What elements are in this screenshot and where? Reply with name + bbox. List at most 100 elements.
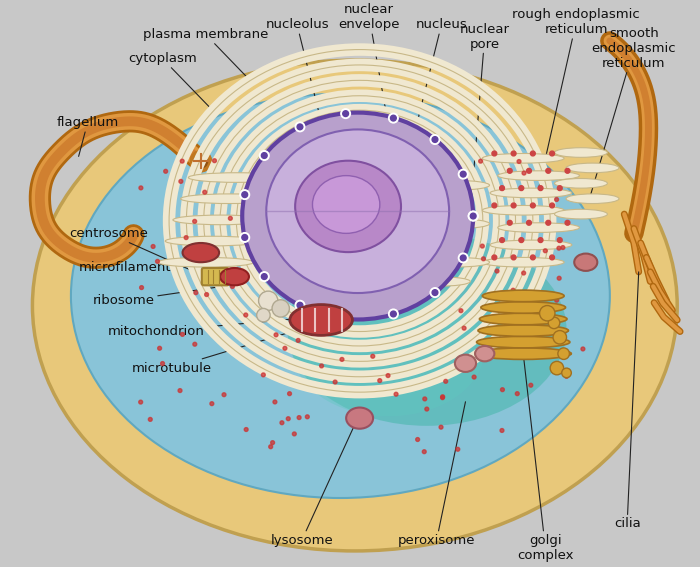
Ellipse shape <box>173 215 270 225</box>
Circle shape <box>468 211 478 221</box>
Circle shape <box>557 246 561 250</box>
Ellipse shape <box>482 154 564 163</box>
Circle shape <box>508 221 512 225</box>
Circle shape <box>546 168 551 173</box>
Circle shape <box>178 388 182 392</box>
Ellipse shape <box>574 253 597 271</box>
Circle shape <box>240 190 250 200</box>
Circle shape <box>424 288 428 292</box>
Text: flagellum: flagellum <box>57 116 119 156</box>
Ellipse shape <box>480 313 567 325</box>
Circle shape <box>248 214 252 218</box>
Circle shape <box>511 203 516 208</box>
Circle shape <box>531 151 536 156</box>
Ellipse shape <box>490 240 572 249</box>
Text: plasma membrane: plasma membrane <box>143 28 268 84</box>
Circle shape <box>565 221 570 225</box>
Circle shape <box>193 342 197 346</box>
Circle shape <box>508 168 512 173</box>
Circle shape <box>204 293 209 297</box>
Circle shape <box>479 159 482 163</box>
Circle shape <box>515 392 519 396</box>
Circle shape <box>557 186 562 191</box>
Circle shape <box>480 244 484 248</box>
Circle shape <box>432 290 438 295</box>
Circle shape <box>258 291 278 310</box>
Circle shape <box>257 308 270 322</box>
Ellipse shape <box>498 223 580 232</box>
Ellipse shape <box>475 346 494 361</box>
Text: lysosome: lysosome <box>270 418 358 547</box>
Ellipse shape <box>566 194 619 204</box>
Circle shape <box>261 153 267 158</box>
Ellipse shape <box>481 302 566 313</box>
Circle shape <box>280 421 284 425</box>
Circle shape <box>458 170 468 179</box>
Circle shape <box>228 217 232 220</box>
Ellipse shape <box>188 173 285 183</box>
Circle shape <box>500 388 505 392</box>
Circle shape <box>184 236 188 239</box>
Circle shape <box>430 135 440 145</box>
Circle shape <box>548 317 560 329</box>
Circle shape <box>193 219 197 223</box>
Circle shape <box>470 213 476 219</box>
Circle shape <box>371 354 374 358</box>
Text: rough endoplasmic
reticulum: rough endoplasmic reticulum <box>512 8 640 214</box>
Ellipse shape <box>490 188 572 198</box>
Circle shape <box>297 302 303 308</box>
Ellipse shape <box>554 209 608 219</box>
Circle shape <box>296 338 300 342</box>
Ellipse shape <box>295 160 401 252</box>
Circle shape <box>458 253 468 263</box>
Circle shape <box>158 346 162 350</box>
Text: smooth
endoplasmic
reticulum: smooth endoplasmic reticulum <box>591 27 676 195</box>
Circle shape <box>540 306 555 321</box>
Circle shape <box>269 445 272 448</box>
Circle shape <box>151 244 155 248</box>
Circle shape <box>210 402 214 405</box>
Circle shape <box>554 198 559 201</box>
Ellipse shape <box>403 238 470 248</box>
Circle shape <box>261 274 267 280</box>
Circle shape <box>492 203 497 208</box>
Circle shape <box>550 361 564 375</box>
Ellipse shape <box>554 148 608 157</box>
Text: microfilament: microfilament <box>78 261 196 273</box>
Circle shape <box>557 238 562 243</box>
Ellipse shape <box>403 200 470 209</box>
Circle shape <box>194 154 208 168</box>
Circle shape <box>529 383 533 387</box>
Circle shape <box>160 362 164 366</box>
Circle shape <box>260 151 269 160</box>
Ellipse shape <box>566 163 619 173</box>
Circle shape <box>148 417 152 421</box>
Circle shape <box>260 272 269 281</box>
Circle shape <box>139 400 143 404</box>
Ellipse shape <box>220 268 249 285</box>
Circle shape <box>181 159 184 163</box>
Circle shape <box>550 255 554 260</box>
Text: peroxisome: peroxisome <box>398 402 475 547</box>
Ellipse shape <box>482 257 564 267</box>
Ellipse shape <box>288 234 566 426</box>
Circle shape <box>462 326 466 330</box>
Circle shape <box>389 113 398 123</box>
Circle shape <box>500 291 504 295</box>
Circle shape <box>441 395 444 399</box>
Circle shape <box>519 186 524 191</box>
Circle shape <box>461 171 466 177</box>
Circle shape <box>240 232 250 242</box>
Text: cilia: cilia <box>614 272 640 530</box>
Circle shape <box>383 313 386 317</box>
Text: nuclear
pore: nuclear pore <box>460 23 510 202</box>
Ellipse shape <box>71 94 610 498</box>
Ellipse shape <box>477 336 570 348</box>
Circle shape <box>538 186 543 191</box>
Circle shape <box>565 374 568 378</box>
Circle shape <box>581 347 584 351</box>
Text: mitochondrion: mitochondrion <box>108 318 304 338</box>
Circle shape <box>430 287 440 297</box>
Circle shape <box>164 170 167 173</box>
Circle shape <box>526 221 531 225</box>
